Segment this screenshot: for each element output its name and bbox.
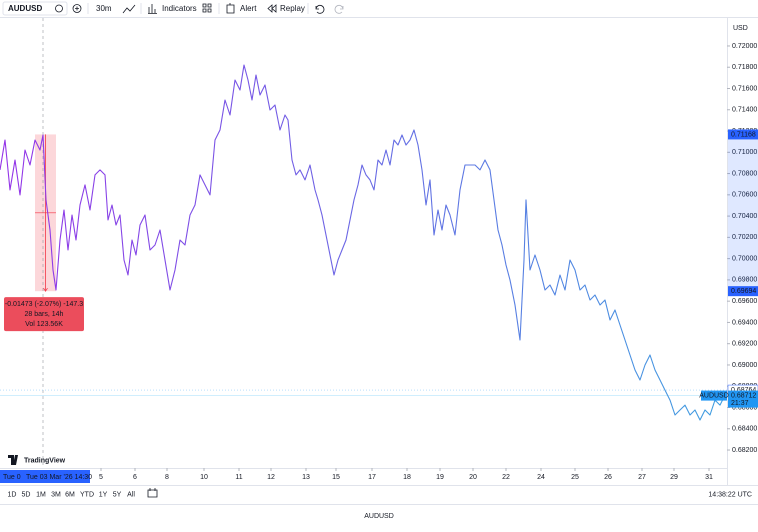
y-tick-label: 0.70800 xyxy=(732,170,757,177)
y-tick-label: 0.71000 xyxy=(732,149,757,156)
currency-label: USD xyxy=(733,25,748,32)
range-button[interactable]: All xyxy=(127,491,135,498)
range-button[interactable]: YTD xyxy=(80,491,94,498)
alert-button[interactable]: Alert xyxy=(240,4,257,13)
undo-button[interactable] xyxy=(315,4,325,14)
plot xyxy=(0,64,726,421)
x-tick-label: 24 xyxy=(537,474,545,481)
measure-from-label-bg xyxy=(728,129,758,140)
y-tick-label: 0.70600 xyxy=(732,192,757,199)
price-line xyxy=(0,64,726,421)
x-tick-label: 26 xyxy=(604,474,612,481)
x-tick-label: 27 xyxy=(638,474,646,481)
measure-from-label: 0.71168 xyxy=(731,131,756,138)
x-tick-label: 17 xyxy=(368,474,376,481)
x-tick-label: 15 xyxy=(332,474,340,481)
x-tick-label: 31 xyxy=(705,474,713,481)
y-tick-label: 0.71400 xyxy=(732,107,757,114)
x-tick-label: 6 xyxy=(133,474,137,481)
clock: 14:38:22 UTC xyxy=(708,491,752,498)
y-tick-label: 0.71800 xyxy=(732,64,757,71)
redo-button[interactable] xyxy=(334,4,344,14)
y-tick-label: 0.71600 xyxy=(732,85,757,92)
x-tick-label: 8 xyxy=(165,474,169,481)
goto-date-button[interactable] xyxy=(147,488,158,498)
x-tick-label: 29 xyxy=(670,474,678,481)
crosshair-time-label: Tue 03 Mar '26 14:30 xyxy=(26,474,92,481)
y-tick-label: 0.70000 xyxy=(732,255,757,262)
y-tick-label: 0.69800 xyxy=(732,277,757,284)
price-range-band xyxy=(728,134,758,292)
last-price-label: 0.68712 xyxy=(731,392,756,399)
y-tick-label: 0.69000 xyxy=(732,362,757,369)
x-tick-label: 19 xyxy=(436,474,444,481)
overlays xyxy=(0,18,758,468)
measure-info-text: Vol 123.56K xyxy=(25,321,63,328)
measure-arrowhead xyxy=(43,287,48,292)
y-tick-label: 0.68200 xyxy=(732,447,757,454)
measure-info-text: -0.01473 (-2.07%) -147.3 xyxy=(5,301,83,308)
last-close-label: 0.68764 xyxy=(731,387,756,394)
compare-button[interactable] xyxy=(72,4,82,13)
interval-button[interactable]: 30m xyxy=(96,4,112,13)
y-tick-label: 0.72000 xyxy=(732,43,757,50)
measure-info-text: 28 bars, 14h xyxy=(25,311,64,318)
logo-mark xyxy=(8,455,18,465)
range-button[interactable]: 1Y xyxy=(99,491,108,498)
layouts-button[interactable] xyxy=(202,3,212,13)
indicators-icon xyxy=(148,4,157,14)
x-tick-label: 13 xyxy=(302,474,310,481)
y-tick-label: 0.70200 xyxy=(732,234,757,241)
symbol-tag-bg xyxy=(701,390,727,401)
caption: AUDUSD xyxy=(364,513,394,520)
y-tick-label: 0.68600 xyxy=(732,404,757,411)
y-tick-label: 0.69200 xyxy=(732,341,757,348)
x-tick-label: 20 xyxy=(469,474,477,481)
range-button[interactable]: 1M xyxy=(36,491,46,498)
crosshair-time-bg xyxy=(0,470,90,483)
symbol: AUDUSD xyxy=(8,4,42,13)
compare-icon xyxy=(75,6,79,11)
measure-to-label-bg xyxy=(728,286,758,297)
symbol-icon[interactable] xyxy=(55,4,63,13)
symbol-tag: AUDUSD xyxy=(699,392,729,399)
bottom-bar: 14:38:22 UTC 1D 5D 1M 3M 6M YTD 1Y 5Y All xyxy=(8,488,752,498)
x-tick-label: 11 xyxy=(235,474,242,481)
x-tick-label: 12 xyxy=(267,474,275,481)
x-tick-label: 5 xyxy=(99,474,103,481)
measure-info-box xyxy=(4,297,84,332)
replay-button[interactable]: Replay xyxy=(280,4,305,13)
last-price-bg xyxy=(728,390,758,408)
x-tick-label: 22 xyxy=(502,474,510,481)
x-tick-label: 10 xyxy=(200,474,208,481)
chart-type-button[interactable] xyxy=(122,4,136,14)
x-tick-label: 18 xyxy=(403,474,411,481)
range-button[interactable]: 1D xyxy=(8,491,17,498)
replay-icon xyxy=(267,4,277,13)
alert-icon xyxy=(226,3,235,14)
range-button[interactable]: 5Y xyxy=(113,491,122,498)
symbol-search[interactable] xyxy=(2,1,68,16)
labels: -0.01473 (-2.07%) -147.3 28 bars, 14h Vol … xyxy=(0,129,758,483)
x-tick-label: 25 xyxy=(571,474,579,481)
brand: TradingView xyxy=(24,457,66,464)
range-button[interactable]: 5D xyxy=(22,491,31,498)
y-tick-label: 0.70400 xyxy=(732,213,757,220)
range-button[interactable]: 3M xyxy=(51,491,61,498)
range-button[interactable]: 6M xyxy=(65,491,75,498)
y-tick-label: 0.69400 xyxy=(732,319,757,326)
measure-to-label: 0.69694 xyxy=(731,288,756,295)
y-tick-label: 0.68400 xyxy=(732,426,757,433)
crosshair-time-label: Tue 0 xyxy=(3,474,21,481)
toolbar: AUDUSD 30m Indicators Alert Replay xyxy=(2,1,344,16)
y-tick-label: 0.69600 xyxy=(732,298,757,305)
countdown-label: 21:37 xyxy=(731,400,749,407)
indicators-button[interactable]: Indicators xyxy=(162,4,197,13)
